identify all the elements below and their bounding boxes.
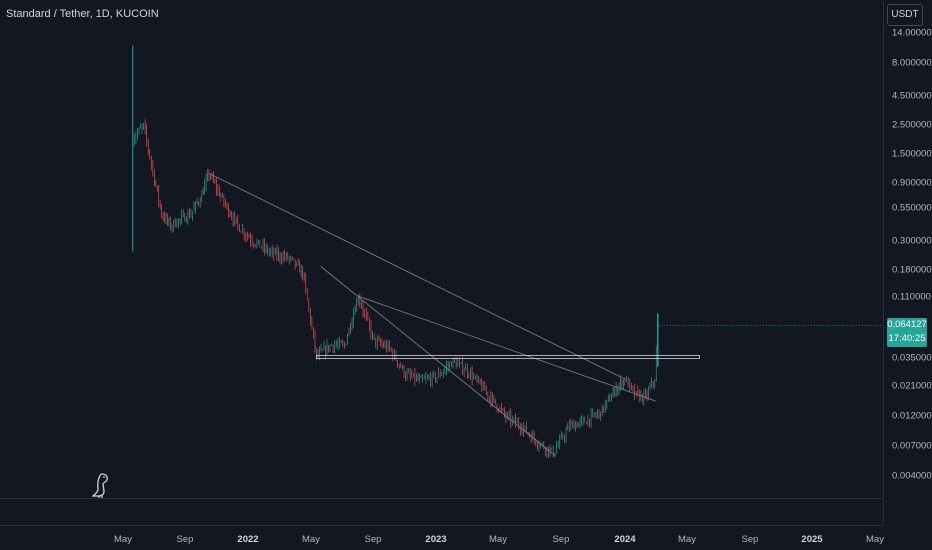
current-price-label: 0.064127 17:40:25 (887, 318, 927, 347)
trendline (358, 295, 656, 402)
x-tick-year: 2023 (425, 534, 447, 545)
y-tick-label: 0.007000 (892, 440, 932, 452)
x-tick-label: Sep (741, 534, 759, 545)
pane-separator[interactable] (0, 498, 883, 499)
y-tick-label: 1.500000 (892, 148, 932, 160)
x-tick-label: Sep (176, 534, 194, 545)
y-tick-label: 0.110000 (892, 291, 931, 303)
candle-countdown: 17:40:25 (888, 333, 926, 344)
trendline (320, 266, 557, 457)
x-tick-year: 2025 (801, 534, 823, 545)
y-tick-label: 0.300000 (892, 235, 932, 247)
current-price-value: 0.064127 (887, 319, 927, 330)
y-tick-label: 4.500000 (892, 90, 932, 102)
price-axis[interactable] (883, 0, 932, 525)
y-tick-label: 14.000000 (892, 27, 932, 39)
x-tick-label: Sep (364, 534, 382, 545)
y-tick-label: 0.900000 (892, 177, 932, 189)
y-tick-label: 0.004000 (892, 470, 932, 482)
y-tick-label: 0.550000 (892, 202, 932, 214)
x-tick-label: May (489, 534, 507, 545)
y-tick-label: 0.012000 (892, 410, 932, 422)
chart-title: Standard / Tether, 1D, KUCOIN (6, 8, 159, 20)
x-tick-label: May (114, 534, 132, 545)
y-tick-label: 0.180000 (892, 264, 932, 276)
x-tick-label: May (866, 534, 884, 545)
y-tick-label: 2.500000 (892, 119, 932, 131)
currency-unit-button[interactable]: USDT (887, 4, 923, 26)
x-tick-label: May (678, 534, 696, 545)
x-tick-label: May (302, 534, 320, 545)
time-axis[interactable] (0, 525, 883, 550)
dino-logo-icon[interactable] (90, 472, 112, 498)
x-tick-label: Sep (552, 534, 570, 545)
y-tick-label: 0.021000 (892, 380, 932, 392)
y-tick-label: 0.035000 (892, 352, 932, 364)
price-chart[interactable] (0, 0, 883, 525)
resistance-zone (316, 355, 700, 359)
x-tick-year: 2022 (237, 534, 259, 545)
x-tick-year: 2024 (614, 534, 636, 545)
trendline (208, 173, 626, 380)
y-tick-label: 8.000000 (892, 57, 932, 69)
